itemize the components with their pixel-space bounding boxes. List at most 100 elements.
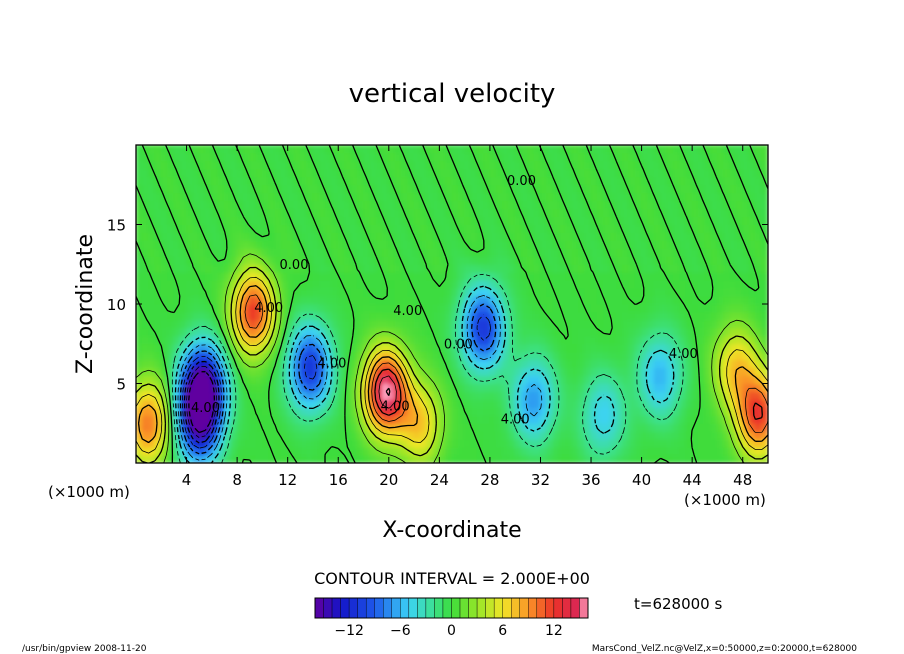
heatmap-cell [337, 430, 346, 440]
heatmap-cell [508, 176, 516, 186]
heatmap-cell [274, 398, 282, 408]
heatmap-cell [679, 446, 687, 456]
heatmap-cell [407, 145, 415, 154]
heatmap-cell [306, 319, 314, 329]
heatmap-cell [344, 168, 352, 178]
heatmap-cell [325, 271, 333, 281]
heatmap-cell [502, 176, 510, 186]
heatmap-cell [242, 367, 251, 377]
heatmap-cell [622, 430, 630, 440]
heatmap-cell [255, 438, 263, 448]
heatmap-cell [160, 343, 169, 353]
heatmap-cell [407, 438, 415, 448]
heatmap-cell [445, 446, 453, 456]
heatmap-cell [167, 255, 175, 265]
heatmap-cell [363, 152, 371, 162]
heatmap-cell [426, 375, 434, 384]
heatmap-cell [337, 327, 346, 337]
heatmap-cell [375, 255, 383, 265]
heatmap-cell [230, 224, 238, 233]
heatmap-cell [483, 422, 491, 432]
heatmap-cell [407, 255, 415, 265]
heatmap-cell [400, 398, 409, 408]
heatmap-cell [748, 145, 756, 154]
heatmap-cell [363, 303, 371, 313]
heatmap-cell [280, 343, 289, 353]
heatmap-cell [179, 168, 188, 178]
heatmap-cell [363, 319, 371, 329]
heatmap-cell [533, 168, 541, 178]
heatmap-cell [344, 311, 352, 321]
heatmap-cell [426, 398, 434, 408]
heatmap-cell [407, 454, 415, 463]
heatmap-cell [413, 287, 421, 297]
heatmap-cell [192, 239, 200, 249]
heatmap-cell [179, 176, 188, 186]
heatmap-cell [400, 231, 409, 241]
heatmap-cell [596, 359, 605, 369]
heatmap-cell [419, 359, 428, 369]
heatmap-cell [230, 430, 238, 440]
heatmap-cell [697, 152, 706, 162]
heatmap-cell [356, 311, 365, 321]
heatmap-cell [628, 327, 636, 337]
heatmap-cell [685, 335, 693, 345]
heatmap-cell [413, 335, 421, 345]
heatmap-cell [761, 287, 768, 297]
heatmap-cell [647, 168, 655, 178]
heatmap-cell [521, 319, 529, 329]
heatmap-cell [565, 375, 573, 384]
heatmap-cell [697, 216, 706, 225]
heatmap-cell [546, 430, 554, 440]
heatmap-cell [489, 231, 497, 241]
heatmap-cell [647, 145, 655, 154]
heatmap-cell [350, 406, 358, 416]
heatmap-cell [205, 335, 213, 345]
heatmap-cell [438, 216, 447, 225]
heatmap-cell [363, 430, 371, 440]
heatmap-cell [476, 208, 485, 218]
heatmap-cell [754, 176, 763, 186]
heatmap-cell [261, 184, 270, 194]
heatmap-cell [596, 303, 605, 313]
heatmap-cell [679, 398, 687, 408]
heatmap-cell [653, 335, 662, 345]
heatmap-cell [255, 176, 263, 186]
heatmap-cell [432, 311, 440, 321]
heatmap-cell [432, 327, 440, 337]
heatmap-cell [483, 446, 491, 456]
heatmap-cell [539, 224, 548, 233]
heatmap-cell [400, 176, 409, 186]
heatmap-cell [160, 168, 169, 178]
heatmap-cell [160, 327, 169, 337]
heatmap-cell [691, 295, 699, 305]
heatmap-cell [451, 319, 459, 329]
heatmap-cell [325, 152, 333, 162]
heatmap-cell [261, 224, 270, 233]
heatmap-cell [742, 375, 750, 384]
heatmap-cell [236, 430, 244, 440]
heatmap-cell [697, 263, 706, 273]
heatmap-cell [230, 168, 238, 178]
heatmap-cell [596, 375, 605, 384]
heatmap-cell [539, 359, 548, 369]
heatmap-cell [173, 311, 181, 321]
heatmap-cell [445, 335, 453, 345]
heatmap-cell [761, 414, 768, 424]
heatmap-cell [306, 383, 314, 392]
heatmap-cell [407, 414, 415, 424]
heatmap-cell [558, 343, 567, 353]
heatmap-cell [217, 343, 225, 353]
heatmap-cell [192, 263, 200, 273]
heatmap-cell [400, 247, 409, 257]
heatmap-cell [173, 414, 181, 424]
heatmap-cell [299, 263, 308, 273]
heatmap-cell [672, 390, 681, 400]
heatmap-cell [223, 398, 232, 408]
heatmap-cell [141, 224, 150, 233]
heatmap-cell [546, 184, 554, 194]
heatmap-cell [293, 160, 301, 170]
heatmap-cell [242, 271, 251, 281]
heatmap-cell [306, 247, 314, 257]
heatmap-cell [148, 335, 156, 345]
